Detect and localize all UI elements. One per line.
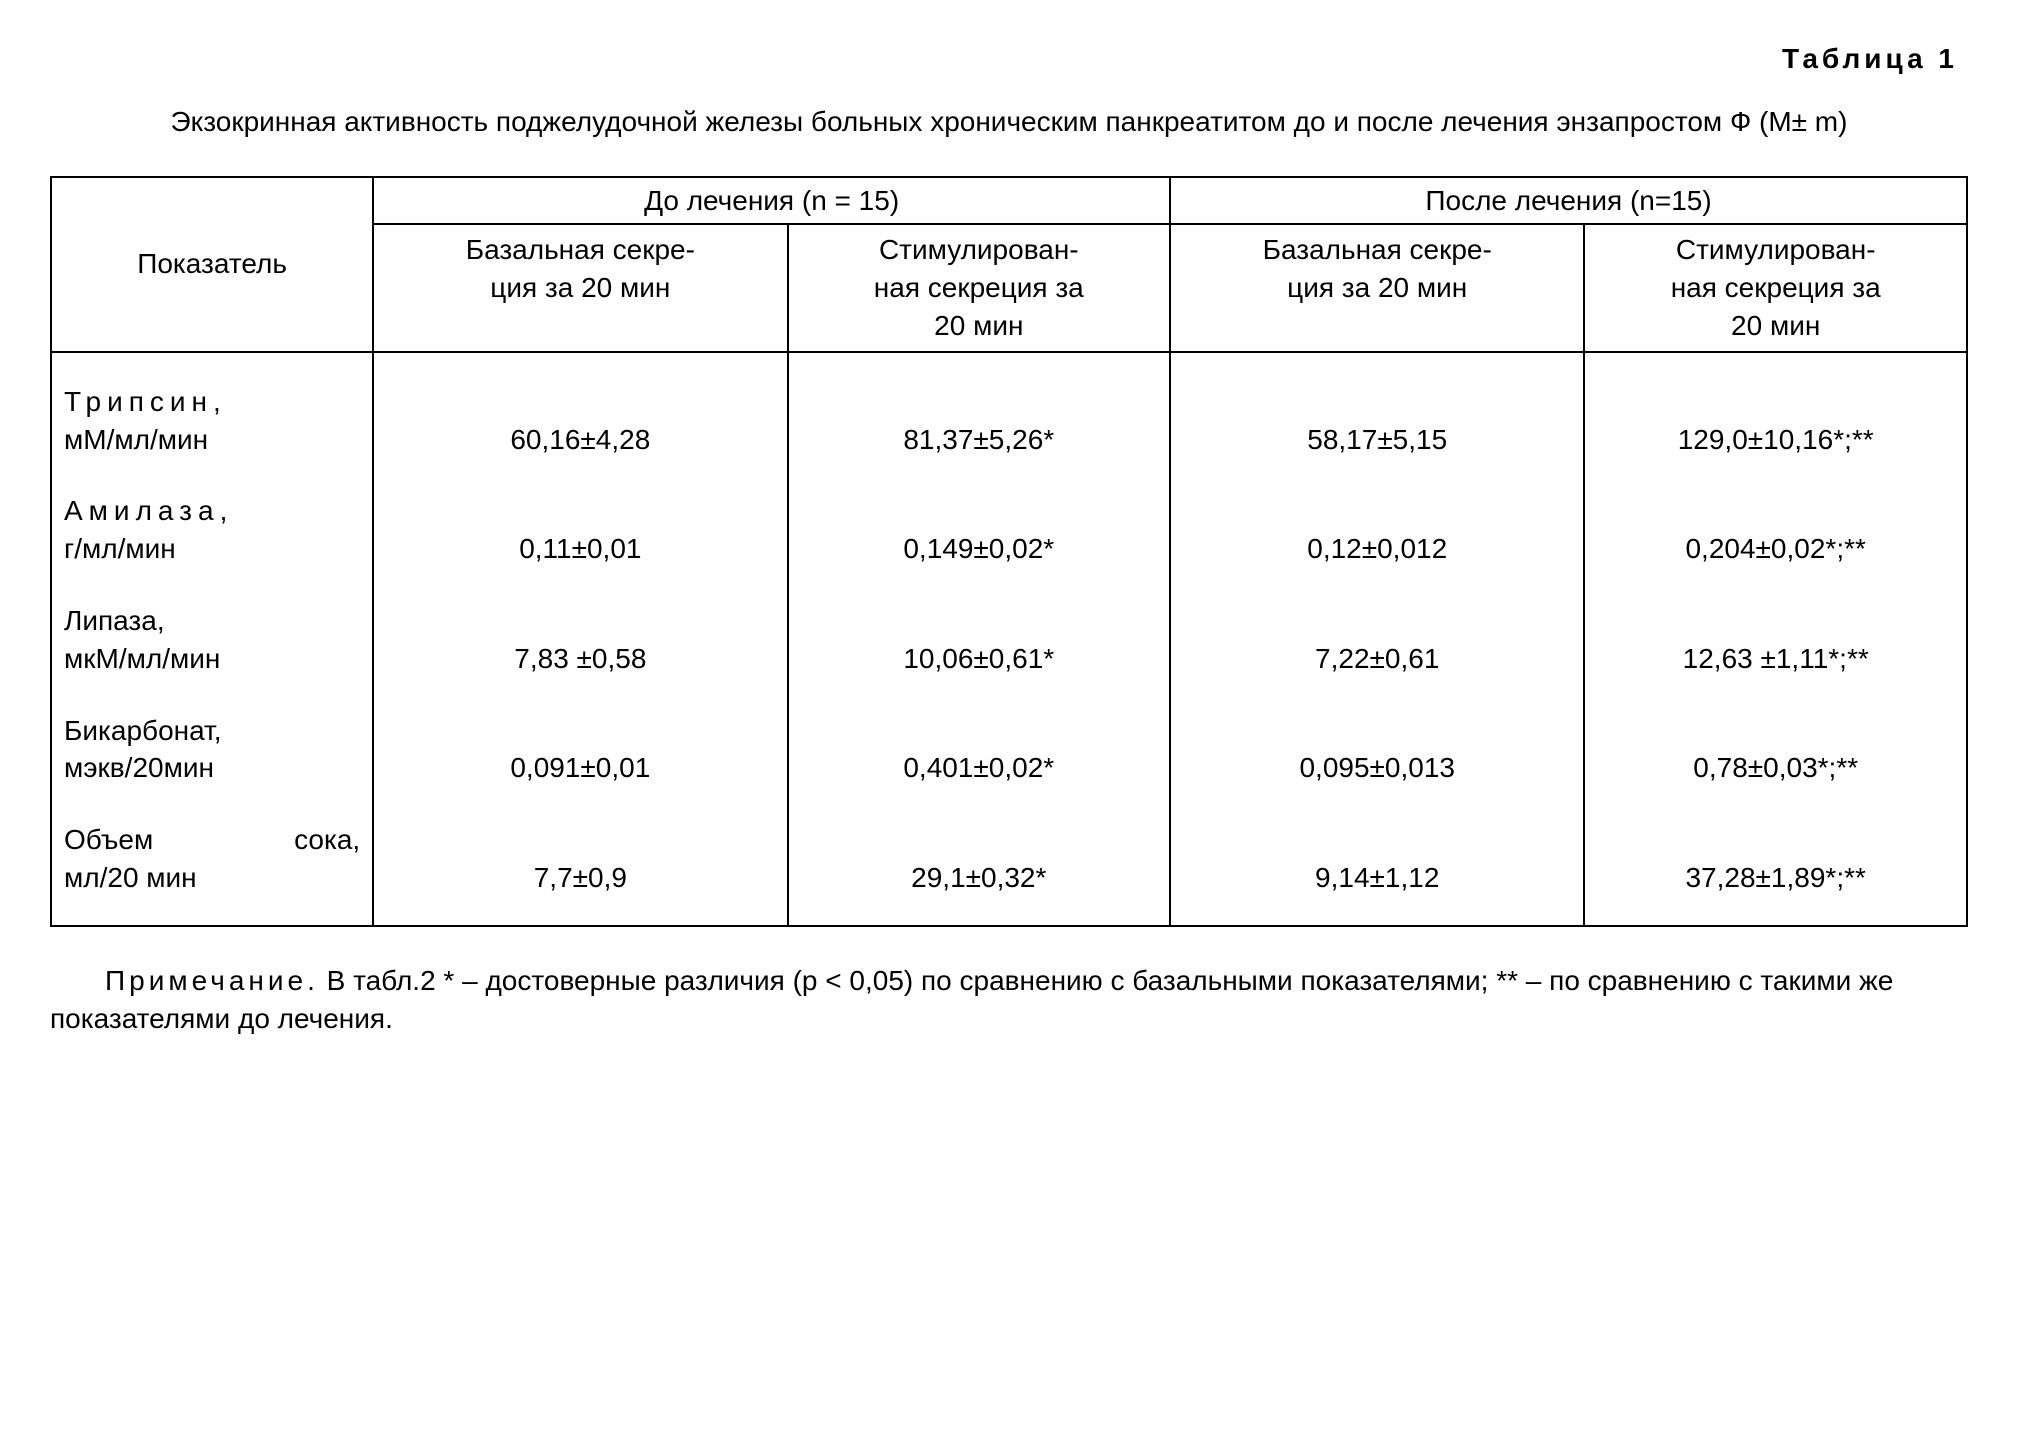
value-cell: 58,17±5,15: [1170, 352, 1584, 469]
table-row: Амилаза,г/мл/мин0,11±0,010,149±0,02*0,12…: [51, 468, 1967, 578]
table-caption: Экзокринная активность поджелудочной жел…: [98, 103, 1920, 141]
param-label-line1: Бикарбонат,: [64, 712, 360, 750]
table-body: Трипсин,мМ/мл/мин60,16±4,2881,37±5,26*58…: [51, 352, 1967, 926]
col-group-after: После лечения (n=15): [1170, 177, 1967, 225]
table-footnote: Примечание. В табл.2 * – достоверные раз…: [50, 962, 1968, 1038]
col-header-before-basal: Базальная секре-ция за 20 мин: [373, 224, 787, 351]
value-cell: 0,401±0,02*: [788, 688, 1171, 798]
param-label-line1: Липаза,: [64, 602, 360, 640]
value-cell: 12,63 ±1,11*;**: [1584, 578, 1967, 688]
value-cell: 0,149±0,02*: [788, 468, 1171, 578]
value-cell: 0,204±0,02*;**: [1584, 468, 1967, 578]
value-cell: 129,0±10,16*;**: [1584, 352, 1967, 469]
col-header-before-stim: Стимулирован-ная секреция за20 мин: [788, 224, 1171, 351]
param-cell: Липаза,мкМ/мл/мин: [51, 578, 373, 688]
value-cell: 7,22±0,61: [1170, 578, 1584, 688]
value-cell: 0,12±0,012: [1170, 468, 1584, 578]
param-label-line2: мэкв/20мин: [64, 749, 360, 787]
value-cell: 7,83 ±0,58: [373, 578, 787, 688]
value-cell: 37,28±1,89*;**: [1584, 797, 1967, 926]
param-cell: Объем сока,мл/20 мин: [51, 797, 373, 926]
col-group-before: До лечения (n = 15): [373, 177, 1170, 225]
param-cell: Бикарбонат,мэкв/20мин: [51, 688, 373, 798]
table-row: Бикарбонат,мэкв/20мин0,091±0,010,401±0,0…: [51, 688, 1967, 798]
value-cell: 10,06±0,61*: [788, 578, 1171, 688]
table-row: Липаза,мкМ/мл/мин7,83 ±0,5810,06±0,61*7,…: [51, 578, 1967, 688]
value-cell: 0,78±0,03*;**: [1584, 688, 1967, 798]
table-row: Трипсин,мМ/мл/мин60,16±4,2881,37±5,26*58…: [51, 352, 1967, 469]
col-header-parameter: Показатель: [51, 177, 373, 352]
col-header-after-stim: Стимулирован-ная секреция за20 мин: [1584, 224, 1967, 351]
value-cell: 0,091±0,01: [373, 688, 787, 798]
table-header: Показатель До лечения (n = 15) После леч…: [51, 177, 1967, 352]
value-cell: 0,095±0,013: [1170, 688, 1584, 798]
param-label-line2: мкМ/мл/мин: [64, 640, 360, 678]
param-label-line1: Амилаза,: [64, 492, 360, 530]
table-number-label: Таблица 1: [50, 40, 1968, 78]
value-cell: 0,11±0,01: [373, 468, 787, 578]
value-cell: 29,1±0,32*: [788, 797, 1171, 926]
footnote-text: В табл.2 * – достоверные различия (p < 0…: [50, 965, 1893, 1034]
value-cell: 9,14±1,12: [1170, 797, 1584, 926]
param-label-line2: мМ/мл/мин: [64, 421, 360, 459]
value-cell: 7,7±0,9: [373, 797, 787, 926]
param-label-line2: мл/20 мин: [64, 859, 360, 897]
param-cell: Трипсин,мМ/мл/мин: [51, 352, 373, 469]
footnote-label: Примечание.: [105, 965, 319, 996]
param-cell: Амилаза,г/мл/мин: [51, 468, 373, 578]
value-cell: 81,37±5,26*: [788, 352, 1171, 469]
data-table: Показатель До лечения (n = 15) После леч…: [50, 176, 1968, 927]
table-row: Объем сока,мл/20 мин7,7±0,929,1±0,32*9,1…: [51, 797, 1967, 926]
param-label-line2: г/мл/мин: [64, 530, 360, 568]
param-label-line1: Трипсин,: [64, 383, 360, 421]
value-cell: 60,16±4,28: [373, 352, 787, 469]
col-header-after-basal: Базальная секре-ция за 20 мин: [1170, 224, 1584, 351]
param-label-line1: Объем сока,: [64, 821, 360, 859]
